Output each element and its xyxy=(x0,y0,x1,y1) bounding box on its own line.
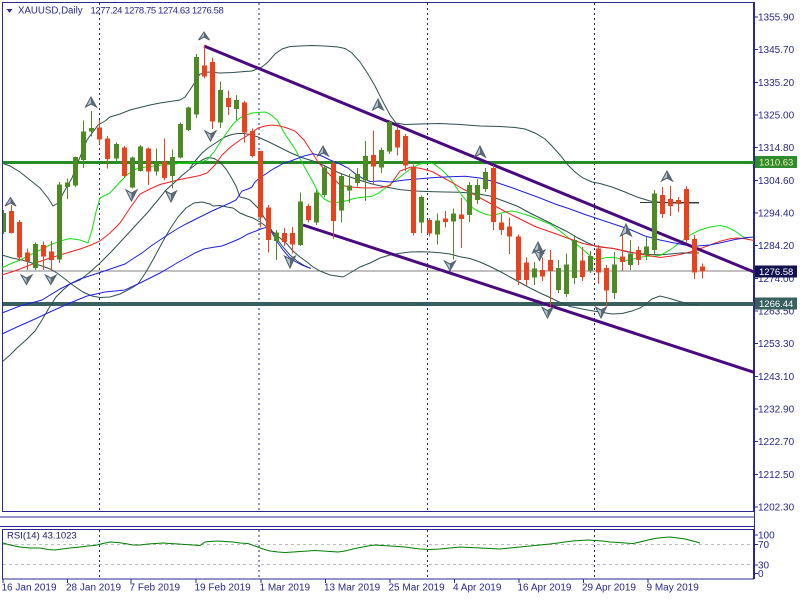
svg-text:XAUUSD,Daily: XAUUSD,Daily xyxy=(18,6,83,17)
svg-text:30: 30 xyxy=(758,561,770,572)
svg-text:7 Feb 2019: 7 Feb 2019 xyxy=(130,583,181,594)
svg-text:1345.70: 1345.70 xyxy=(758,45,795,56)
svg-text:1277.24 1278.75 1274.63 127: 1277.24 1278.75 1274.63 1276.58 xyxy=(91,6,224,17)
svg-text:1266.44: 1266.44 xyxy=(759,299,793,310)
svg-text:1325.00: 1325.00 xyxy=(758,111,795,122)
svg-text:9 May 2019: 9 May 2019 xyxy=(647,583,700,594)
svg-text:1212.50: 1212.50 xyxy=(758,470,795,481)
svg-text:1355.90: 1355.90 xyxy=(758,13,795,24)
svg-text:16 Apr 2019: 16 Apr 2019 xyxy=(518,583,572,594)
svg-text:RSI(14) 43.1023: RSI(14) 43.1023 xyxy=(7,531,77,542)
svg-text:100: 100 xyxy=(758,531,775,542)
svg-text:13 Mar 2019: 13 Mar 2019 xyxy=(324,583,381,594)
svg-text:1274.00: 1274.00 xyxy=(758,274,795,285)
svg-text:1276.58: 1276.58 xyxy=(759,267,793,278)
svg-text:1304.60: 1304.60 xyxy=(758,176,795,187)
svg-text:16 Jan 2019: 16 Jan 2019 xyxy=(2,583,57,594)
svg-text:29 Apr 2019: 29 Apr 2019 xyxy=(582,583,636,594)
svg-text:1232.90: 1232.90 xyxy=(758,405,795,416)
svg-text:1294.40: 1294.40 xyxy=(758,209,795,220)
svg-text:1202.30: 1202.30 xyxy=(758,503,795,514)
svg-text:19 Feb 2019: 19 Feb 2019 xyxy=(195,583,252,594)
svg-text:1243.10: 1243.10 xyxy=(758,372,795,383)
svg-text:1253.30: 1253.30 xyxy=(758,339,795,350)
svg-text:70: 70 xyxy=(758,540,770,551)
svg-text:28 Jan 2019: 28 Jan 2019 xyxy=(66,583,121,594)
svg-text:4 Apr 2019: 4 Apr 2019 xyxy=(453,583,502,594)
svg-text:0: 0 xyxy=(758,569,764,580)
svg-text:1335.20: 1335.20 xyxy=(758,78,795,89)
svg-text:25 Mar 2019: 25 Mar 2019 xyxy=(389,583,446,594)
svg-text:1310.63: 1310.63 xyxy=(759,158,793,169)
svg-text:1 Mar 2019: 1 Mar 2019 xyxy=(260,583,311,594)
svg-text:1284.20: 1284.20 xyxy=(758,241,795,252)
svg-text:1263.50: 1263.50 xyxy=(758,307,795,318)
svg-text:1222.70: 1222.70 xyxy=(758,437,795,448)
svg-text:1314.80: 1314.80 xyxy=(758,143,795,154)
